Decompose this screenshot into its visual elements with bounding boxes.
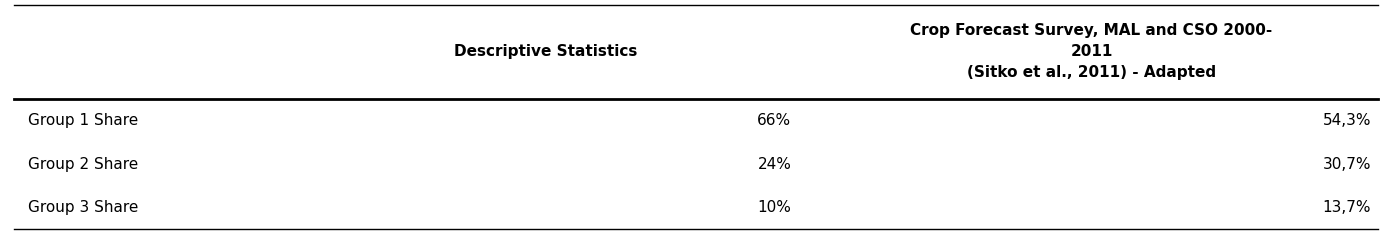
Text: 13,7%: 13,7% xyxy=(1322,200,1371,215)
Text: 24%: 24% xyxy=(757,157,792,172)
Text: 30,7%: 30,7% xyxy=(1322,157,1371,172)
Text: 10%: 10% xyxy=(757,200,792,215)
Text: Group 2 Share: Group 2 Share xyxy=(28,157,138,172)
Text: 66%: 66% xyxy=(757,113,792,128)
Text: 54,3%: 54,3% xyxy=(1322,113,1371,128)
Text: Group 3 Share: Group 3 Share xyxy=(28,200,138,215)
Text: Crop Forecast Survey, MAL and CSO 2000-
2011
(Sitko et al., 2011) - Adapted: Crop Forecast Survey, MAL and CSO 2000- … xyxy=(910,23,1272,80)
Text: Descriptive Statistics: Descriptive Statistics xyxy=(454,44,638,59)
Text: Group 1 Share: Group 1 Share xyxy=(28,113,138,128)
